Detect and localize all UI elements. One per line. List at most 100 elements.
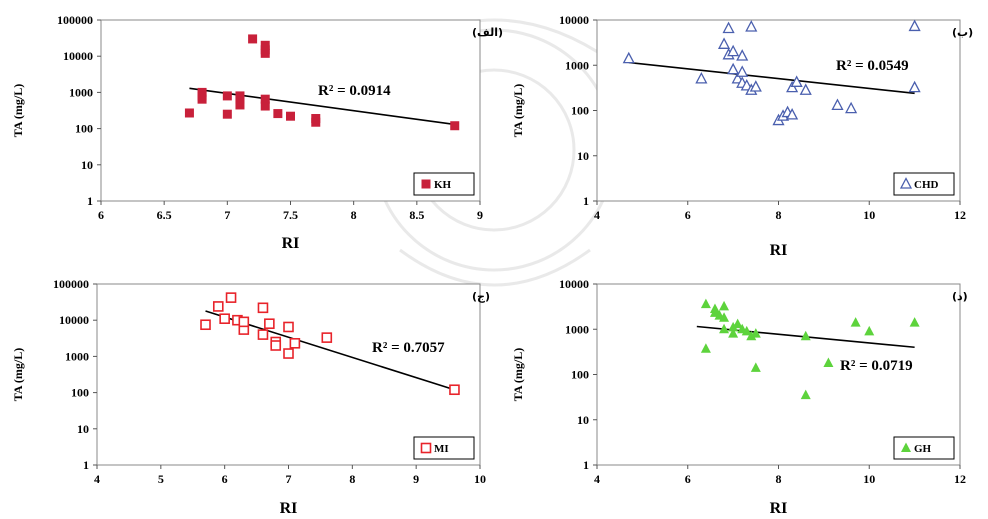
r-squared-label: R² = 0.0549 [836, 58, 909, 74]
data-point [790, 75, 803, 87]
data-point [311, 114, 321, 124]
x-tick-label: 6 [685, 472, 691, 486]
x-tick-label: 9 [413, 472, 419, 486]
data-point [283, 348, 294, 359]
data-point [732, 318, 743, 329]
legend-marker [420, 442, 432, 454]
chart-panel-4: 4 6 8 10 12 1 10 100 1000 10000 RI TA (mg/L) (د) R² =… [511, 277, 968, 517]
data-point [212, 301, 224, 312]
legend-box [893, 436, 955, 460]
y-tick-label: 100 [571, 368, 589, 382]
r-squared-label: R² = 0.0719 [840, 358, 913, 374]
x-tick-label: 7 [286, 472, 292, 486]
panel-label: (د) [952, 290, 968, 303]
x-axis-label: RI [770, 242, 788, 259]
x-tick-label: 10 [474, 472, 486, 486]
data-point [450, 121, 460, 131]
chart-panel-2: 4 6 8 10 12 1 10 100 1000 10000 RI TA (mg/L) (ب) R² =… [511, 13, 973, 259]
y-tick-label: 1 [83, 458, 89, 472]
x-tick-label: 6 [685, 208, 691, 222]
y-tick-label: 1000 [565, 322, 589, 336]
r-squared-label: R² = 0.0914 [318, 83, 391, 99]
x-tick-label: 9 [477, 208, 483, 222]
data-point [727, 44, 740, 57]
data-point [260, 101, 270, 111]
panel-label: (ب) [952, 26, 973, 39]
legend-label: CHD [914, 179, 939, 191]
legend-label: KH [434, 179, 452, 191]
y-tick-label: 100 [571, 104, 589, 118]
y-axis-label: TA (mg/L) [11, 348, 25, 401]
panel-label: (الف) [472, 26, 503, 39]
y-tick-label: 1000 [69, 85, 93, 99]
y-tick-label: 10000 [559, 13, 589, 27]
y-axis-label: TA (mg/L) [511, 84, 525, 137]
data-point [622, 51, 635, 64]
data-point [270, 340, 282, 351]
data-point [786, 107, 799, 120]
y-tick-label: 100000 [53, 277, 89, 291]
x-tick-label: 8 [349, 472, 355, 486]
y-tick-label: 100 [75, 122, 93, 136]
y-axis-label: TA (mg/L) [511, 348, 525, 401]
data-point [260, 94, 270, 104]
data-point [736, 65, 749, 77]
x-tick-label: 8 [776, 208, 782, 222]
data-point [264, 318, 275, 330]
x-tick-label: 4 [94, 472, 100, 486]
x-axis-label: RI [282, 235, 300, 252]
data-point [864, 325, 875, 336]
data-point [257, 329, 269, 340]
x-tick-label: 6 [222, 472, 228, 486]
data-point [695, 71, 708, 84]
data-point [200, 319, 211, 331]
data-point [728, 321, 739, 332]
y-tick-label: 100000 [57, 13, 93, 27]
data-point [719, 323, 730, 334]
data-point [260, 40, 270, 50]
data-point [800, 389, 811, 400]
data-point [289, 338, 301, 349]
data-point [700, 298, 711, 309]
data-point [736, 49, 749, 61]
x-tick-label: 12 [954, 472, 966, 486]
x-tick-label: 5 [158, 472, 164, 486]
data-point [219, 313, 230, 325]
legend-marker [899, 177, 913, 189]
plot-area [596, 19, 961, 202]
y-tick-label: 1 [87, 194, 93, 208]
data-point [749, 80, 762, 92]
data-point [845, 101, 858, 114]
y-tick-label: 10 [577, 413, 589, 427]
data-point [909, 317, 920, 327]
data-point [260, 45, 270, 55]
y-tick-label: 10000 [559, 277, 589, 291]
data-point [700, 343, 711, 353]
legend-box [893, 172, 955, 196]
data-point [321, 332, 333, 343]
y-axis-label: TA (mg/L) [11, 84, 25, 137]
data-point [222, 109, 232, 119]
data-point [741, 325, 752, 336]
data-point [235, 91, 245, 101]
legend-marker [421, 179, 431, 189]
data-point [850, 317, 861, 327]
data-point [257, 302, 269, 314]
data-point [222, 91, 232, 101]
chart-panel-3: 4 5 6 7 8 9 10 1 10 100 1000 10000 100000 RI TA (mg/L)… [11, 277, 490, 517]
x-axis-label: RI [770, 500, 788, 517]
data-point [823, 357, 834, 367]
trendline [628, 61, 915, 95]
data-point [273, 109, 283, 119]
data-point [235, 100, 245, 110]
data-point [717, 37, 731, 49]
y-tick-label: 10 [81, 158, 93, 172]
data-point [248, 34, 258, 44]
y-tick-label: 10 [577, 149, 589, 163]
x-tick-label: 10 [863, 472, 875, 486]
data-point [727, 62, 740, 75]
r-squared-label: R² = 0.7057 [372, 340, 445, 356]
y-tick-label: 1 [583, 194, 589, 208]
data-point [238, 316, 250, 328]
